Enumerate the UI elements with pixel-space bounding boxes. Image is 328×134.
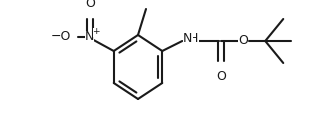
Text: O: O xyxy=(238,34,248,47)
Text: O: O xyxy=(216,70,226,83)
Text: O: O xyxy=(85,0,95,10)
Text: N: N xyxy=(183,31,193,44)
Text: H: H xyxy=(189,31,199,44)
Text: Br: Br xyxy=(152,0,166,2)
Text: −O: −O xyxy=(51,31,71,44)
Text: N: N xyxy=(85,31,94,44)
Text: +: + xyxy=(92,27,100,36)
